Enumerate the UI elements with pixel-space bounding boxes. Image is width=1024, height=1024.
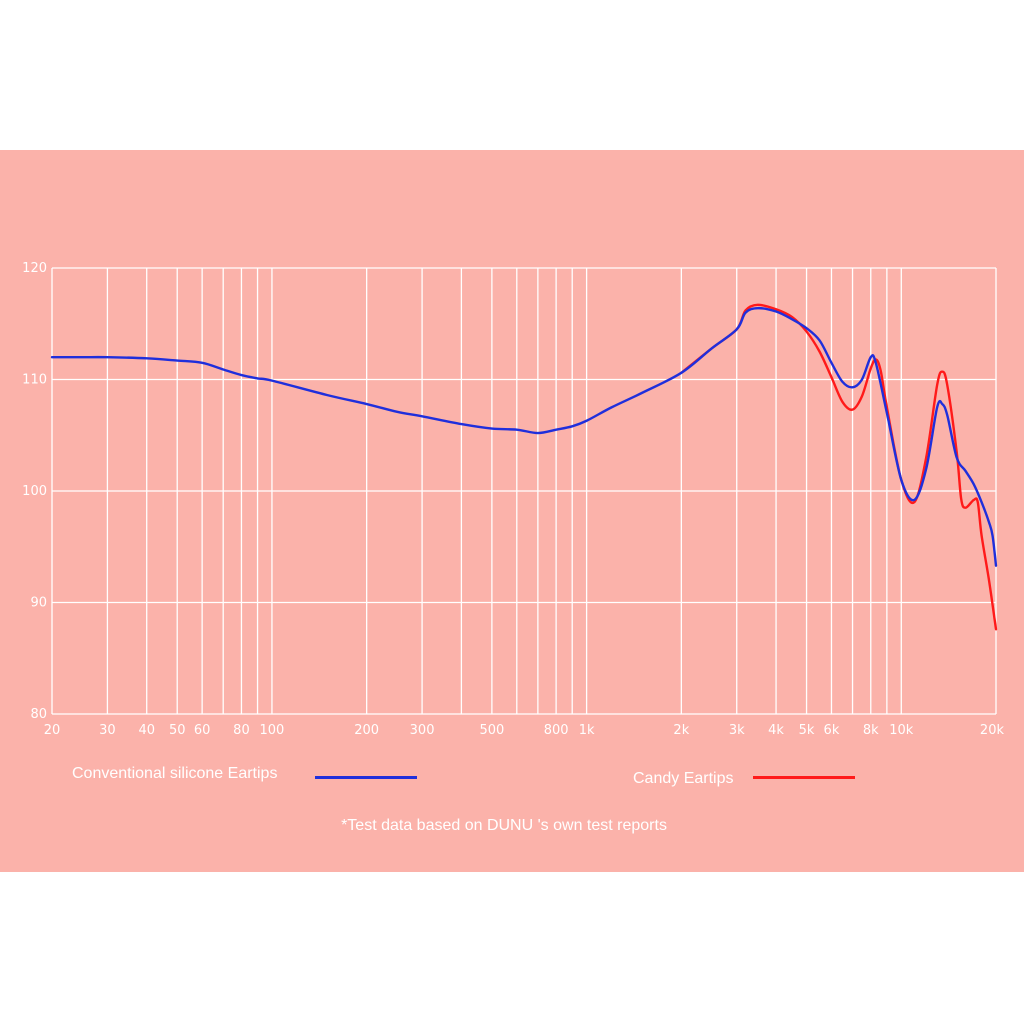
y-tick-label: 80	[30, 707, 47, 722]
x-tick-label: 20	[44, 723, 61, 738]
y-tick-label: 120	[22, 261, 47, 276]
y-tick-label: 100	[22, 484, 47, 499]
x-tick-label: 50	[169, 723, 186, 738]
x-tick-label: 200	[354, 723, 379, 738]
x-tick-label: 30	[99, 723, 116, 738]
x-tick-label: 40	[138, 723, 155, 738]
y-tick-label: 90	[30, 596, 47, 611]
x-tick-label: 5k	[799, 723, 815, 738]
x-tick-label: 80	[233, 723, 250, 738]
x-tick-label: 2k	[673, 723, 689, 738]
x-tick-label: 10k	[889, 723, 914, 738]
series-lines	[52, 305, 996, 629]
chart-panel: 80 90 100 110 120 20 30 40 50 60 80 100 200 300 500 800…	[0, 150, 1024, 872]
series-line-candy	[681, 305, 996, 629]
legend-label-candy: Candy Eartips	[633, 770, 734, 788]
x-tick-label: 300	[410, 723, 435, 738]
x-tick-label: 8k	[863, 723, 879, 738]
frequency-response-chart: 80 90 100 110 120 20 30 40 50 60 80 100 200 300 500 800…	[0, 150, 1024, 872]
x-tick-label: 6k	[824, 723, 840, 738]
series-line-conventional	[52, 308, 996, 566]
axis-ticks: 80 90 100 110 120 20 30 40 50 60 80 100 200 300 500 800…	[22, 261, 1004, 738]
x-tick-label: 60	[194, 723, 211, 738]
legend-label-conventional: Conventional silicone Eartips	[72, 765, 277, 783]
y-tick-label: 110	[22, 373, 47, 388]
x-tick-label: 500	[479, 723, 504, 738]
legend-swatch-conventional	[315, 776, 417, 779]
x-tick-label: 4k	[768, 723, 784, 738]
x-tick-label: 800	[544, 723, 569, 738]
footnote: *Test data based on DUNU 's own test rep…	[0, 817, 1008, 835]
chart-grid	[52, 268, 996, 714]
x-tick-label: 1k	[579, 723, 595, 738]
x-tick-label: 3k	[729, 723, 745, 738]
legend-swatch-candy	[753, 776, 855, 779]
x-tick-label: 20k	[980, 723, 1005, 738]
x-tick-label: 100	[260, 723, 285, 738]
